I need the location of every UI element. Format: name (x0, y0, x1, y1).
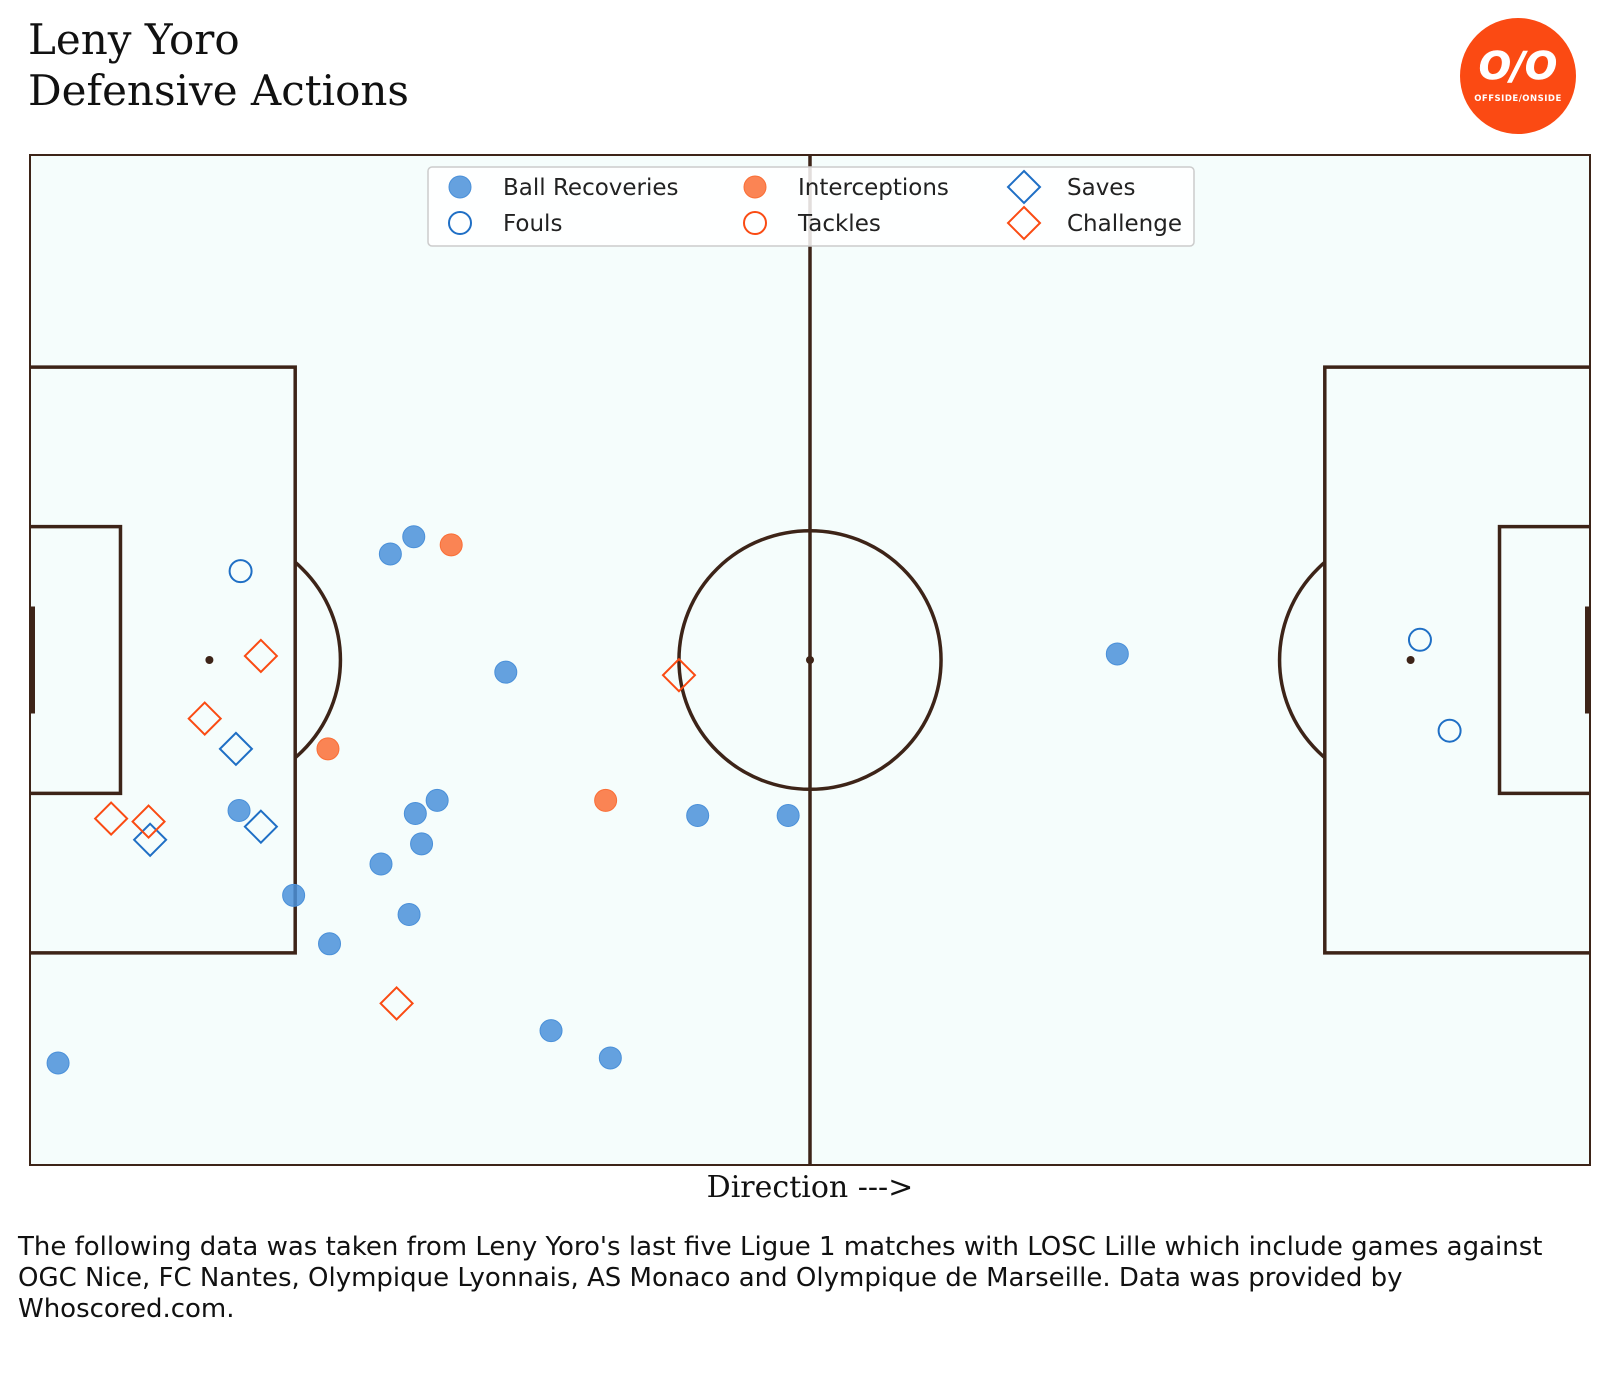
x-axis-label: Direction ---> (706, 1170, 914, 1205)
point-ball-recoveries (1105, 642, 1129, 666)
right-penalty-area (1323, 365, 1590, 955)
point-saves (132, 822, 168, 858)
chart-title-line-1: Leny Yoro (28, 15, 240, 64)
right-six-yard-box (1497, 524, 1590, 796)
right-penalty-spot (1406, 656, 1415, 664)
point-fouls (1437, 718, 1462, 743)
point-ball-recoveries (402, 525, 426, 549)
legend-label-saves: Saves (1067, 175, 1135, 201)
left-six-yard-box (30, 524, 123, 796)
point-ball-recoveries (686, 804, 710, 828)
offside-onside-logo: O/O OFFSIDE/ONSIDE (1460, 18, 1576, 134)
point-ball-recoveries (46, 1051, 70, 1075)
legend-marker-fouls (448, 211, 472, 235)
logo-circle (1460, 18, 1576, 134)
right-penalty-arc (1277, 560, 1325, 760)
legend-label-ball-recoveries: Ball Recoveries (503, 175, 679, 201)
legend-label-fouls: Fouls (503, 211, 562, 237)
left-penalty-spot (205, 656, 214, 664)
point-challenge (93, 801, 129, 836)
legend-marker-tackles (743, 211, 767, 235)
point-challenge (131, 804, 166, 840)
legend-marker-ball-recoveries (448, 175, 472, 199)
left-penalty-area (30, 365, 297, 955)
legend-box (427, 166, 1195, 247)
point-ball-recoveries (539, 1019, 563, 1043)
point-fouls (228, 559, 253, 584)
legend-label-challenge: Challenge (1067, 211, 1182, 237)
point-ball-recoveries (425, 788, 449, 812)
legend-label-interceptions: Interceptions (798, 175, 949, 201)
point-challenge (187, 701, 223, 736)
legend: Ball Recoveries Fouls Interceptions Tackles… (427, 166, 1195, 247)
point-challenge (243, 638, 279, 674)
point-fouls (1407, 627, 1432, 652)
data-points (46, 525, 1462, 1075)
legend-label-tackles: Tackles (797, 211, 881, 237)
chart-title: Leny Yoro Defensive Actions (28, 14, 409, 116)
point-ball-recoveries (410, 832, 434, 856)
point-interceptions (594, 788, 618, 812)
point-saves (243, 809, 279, 845)
point-interceptions (439, 533, 463, 557)
legend-marker-challenge (1006, 205, 1042, 241)
legend-marker-saves (1006, 169, 1042, 205)
point-challenge (379, 985, 415, 1021)
point-ball-recoveries (282, 883, 306, 907)
point-ball-recoveries (403, 802, 427, 826)
point-saves (218, 731, 254, 767)
logo-text: OFFSIDE/ONSIDE (1474, 94, 1562, 104)
logo-mark: O/O (1479, 44, 1558, 88)
source-footnote: The following data was taken from Leny Y… (18, 1232, 1543, 1324)
point-ball-recoveries (369, 852, 393, 876)
point-ball-recoveries (318, 932, 342, 956)
point-interceptions (316, 737, 340, 761)
point-ball-recoveries (494, 660, 518, 684)
point-ball-recoveries (776, 804, 800, 828)
centre-spot (806, 656, 814, 664)
point-ball-recoveries (227, 798, 251, 822)
chart-title-line-2: Defensive Actions (28, 66, 409, 115)
point-ball-recoveries (378, 542, 402, 566)
point-ball-recoveries (598, 1046, 622, 1070)
left-penalty-arc (295, 560, 343, 760)
legend-marker-interceptions (743, 175, 767, 199)
point-challenge (661, 657, 697, 693)
pitch-markings (29, 154, 1591, 1166)
point-ball-recoveries (397, 903, 421, 927)
